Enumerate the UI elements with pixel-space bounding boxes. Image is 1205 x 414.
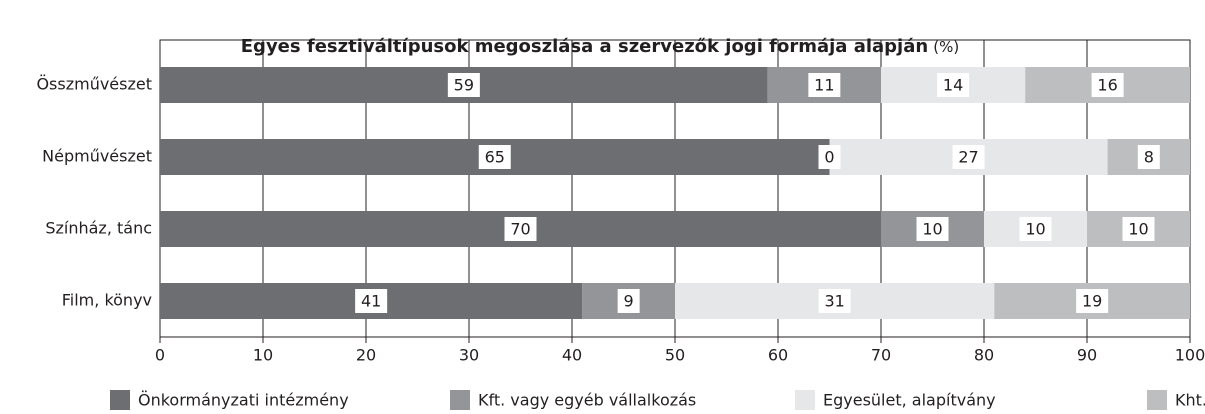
data-label: 8 — [1144, 148, 1154, 167]
y-tick-label: Színház, tánc — [45, 219, 152, 238]
legend-label: Kft. vagy egyéb vállalkozás — [478, 391, 696, 410]
legend-swatch — [110, 390, 130, 410]
data-label: 16 — [1097, 76, 1117, 95]
x-tick-label: 70 — [871, 346, 891, 365]
chart-title: Egyes fesztiváltípusok megoszlása a szer… — [241, 36, 959, 57]
data-label: 19 — [1082, 292, 1102, 311]
data-label: 59 — [454, 76, 474, 95]
y-tick-label: Film, könyv — [62, 291, 152, 310]
data-label: 27 — [958, 148, 978, 167]
x-tick-label: 30 — [459, 346, 479, 365]
data-label: 10 — [1128, 220, 1148, 239]
label-box — [617, 289, 640, 313]
data-label: 9 — [624, 292, 634, 311]
label-box — [1076, 289, 1109, 313]
x-tick-label: 60 — [768, 346, 788, 365]
label-box — [1137, 145, 1160, 169]
label-box — [1091, 73, 1124, 97]
title-unit: (%) — [933, 38, 959, 56]
legend-label: Kht. — [1175, 391, 1205, 410]
data-label: 31 — [824, 292, 844, 311]
data-label: 41 — [361, 292, 381, 311]
label-box — [504, 217, 537, 241]
data-label: 10 — [922, 220, 942, 239]
label-box — [355, 289, 388, 313]
x-tick-label: 50 — [665, 346, 685, 365]
data-label: 10 — [1025, 220, 1045, 239]
data-label: 65 — [485, 148, 505, 167]
label-box — [1019, 217, 1052, 241]
legend-label: Önkormányzati intézmény — [138, 391, 349, 410]
legend-label: Egyesület, alapítvány — [823, 391, 996, 410]
x-tick-label: 100 — [1175, 346, 1205, 365]
plot-frame — [159, 39, 1191, 338]
legend-swatch — [1147, 390, 1167, 410]
data-label: 14 — [943, 76, 963, 95]
title-text: Egyes fesztiváltípusok megoszlása a szer… — [241, 36, 928, 57]
data-label: 70 — [510, 220, 530, 239]
x-tick-label: 40 — [562, 346, 582, 365]
x-tick-label: 0 — [155, 346, 165, 365]
y-tick-label: Összművészet — [36, 75, 152, 94]
x-tick-label: 20 — [356, 346, 376, 365]
x-tick-label: 80 — [974, 346, 994, 365]
legend-swatch — [450, 390, 470, 410]
label-box — [478, 145, 511, 169]
label-box — [808, 73, 841, 97]
legend-swatch — [795, 390, 815, 410]
y-tick-label: Népművészet — [42, 147, 152, 166]
label-box — [818, 145, 841, 169]
label-box — [447, 73, 480, 97]
label-box — [818, 289, 851, 313]
x-tick-label: 90 — [1077, 346, 1097, 365]
x-tick-label: 10 — [253, 346, 273, 365]
label-box — [1122, 217, 1155, 241]
data-label: 0 — [824, 148, 834, 167]
label-box — [937, 73, 970, 97]
label-box — [952, 145, 985, 169]
label-box — [916, 217, 949, 241]
data-label: 11 — [814, 76, 834, 95]
